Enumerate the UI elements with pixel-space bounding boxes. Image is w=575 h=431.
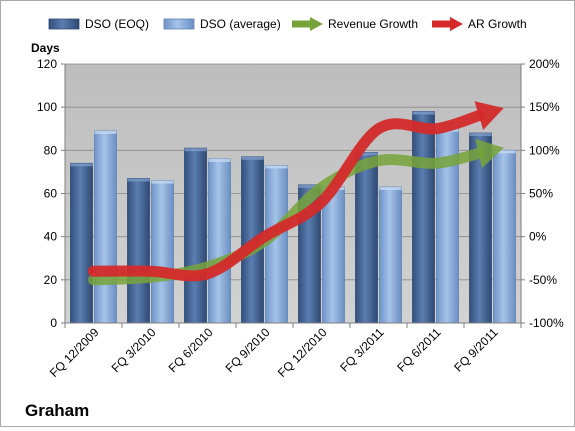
y-tick-label-6: 120	[37, 57, 57, 71]
bar-top-dso-average-5	[379, 187, 402, 191]
y-tick-label-5: 100	[37, 100, 57, 114]
bar-top-dso-eoq-6	[412, 111, 435, 115]
x-tick-label-2: FQ 6/2010	[166, 325, 216, 375]
arrow-line-ar-growth	[88, 110, 485, 282]
bar-dso-average-1	[151, 180, 174, 324]
x-tick-label-3: FQ 9/2010	[223, 325, 273, 375]
bar-dso-average-0	[94, 130, 117, 324]
growth-arrows	[88, 101, 504, 286]
y2-tick-label-2: 0%	[529, 230, 547, 244]
bar-top-dso-average-3	[265, 165, 288, 169]
y-tick-label-4: 80	[44, 143, 58, 157]
y2-axis-ticks: -100% -50% 0% 50% 100% 150% 200%	[521, 57, 564, 330]
y-tick-label-2: 40	[44, 230, 58, 244]
bar-dso-eoq-1	[127, 177, 150, 324]
bar-top-dso-eoq-5	[355, 152, 378, 156]
y2-tick-label-1: -50%	[529, 273, 557, 287]
legend-swatch-dso-eoq	[48, 18, 80, 30]
legend-label-dso-eoq: DSO (EOQ)	[85, 17, 149, 31]
y-tick-label-0: 0	[50, 316, 57, 330]
y-tick-label-3: 60	[44, 187, 58, 201]
bar-top-dso-eoq-3	[241, 156, 264, 160]
y2-tick-label-4: 100%	[529, 143, 560, 157]
x-tick-label-4: FQ 12/2010	[275, 325, 330, 380]
bar-top-dso-eoq-1	[127, 178, 150, 182]
x-tick-label-7: FQ 9/2011	[451, 325, 501, 375]
bar-top-dso-average-1	[151, 180, 174, 184]
bar-top-dso-eoq-2	[184, 148, 207, 152]
legend: DSO (EOQ) DSO (average) Revenue Growth A…	[48, 17, 527, 31]
bar-dso-eoq-2	[184, 147, 207, 324]
y-axis-ticks: 0 20 40 60 80 100 120	[37, 57, 65, 330]
legend-label-ar-growth: AR Growth	[468, 17, 527, 31]
bar-dso-average-7	[493, 149, 516, 324]
bar-top-dso-average-2	[208, 158, 231, 162]
bar-top-dso-eoq-7	[469, 133, 492, 137]
bar-dso-eoq-5	[355, 152, 378, 324]
bar-top-dso-eoq-0	[70, 163, 93, 167]
y2-tick-label-0: -100%	[529, 316, 564, 330]
legend-label-dso-average: DSO (average)	[200, 17, 281, 31]
legend-arrow-revenue-growth	[292, 17, 323, 31]
bar-dso-average-2	[208, 158, 231, 324]
bar-dso-average-4	[322, 186, 345, 324]
legend-swatch-dso-average	[163, 18, 195, 30]
x-tick-label-6: FQ 6/2011	[394, 325, 444, 375]
x-tick-label-1: FQ 3/2010	[109, 325, 159, 375]
arrow-head-revenue-growth	[475, 138, 504, 169]
legend-label-revenue-growth: Revenue Growth	[328, 17, 418, 31]
x-tick-label-0: FQ 12/2009	[47, 325, 102, 380]
arrow-head-ar-growth	[474, 101, 504, 130]
bar-dso-eoq-0	[70, 162, 93, 324]
y-tick-label-1: 20	[44, 273, 58, 287]
bar-top-dso-average-0	[94, 130, 117, 134]
x-axis-ticks: FQ 12/2009 FQ 3/2010 FQ 6/2010 FQ 9/2010 FQ …	[47, 325, 501, 380]
legend-arrow-ar-growth	[432, 17, 463, 31]
bar-dso-eoq-6	[412, 111, 435, 324]
bar-top-dso-average-7	[493, 150, 516, 154]
y-axis-title: Days	[31, 41, 60, 55]
x-tick-label-5: FQ 3/2011	[337, 325, 387, 375]
company-name: Graham	[25, 401, 89, 420]
y2-tick-label-5: 150%	[529, 100, 560, 114]
y2-tick-label-6: 200%	[529, 57, 560, 71]
y2-tick-label-3: 50%	[529, 187, 553, 201]
bar-dso-average-5	[379, 186, 402, 324]
bar-top-dso-eoq-4	[298, 184, 321, 188]
